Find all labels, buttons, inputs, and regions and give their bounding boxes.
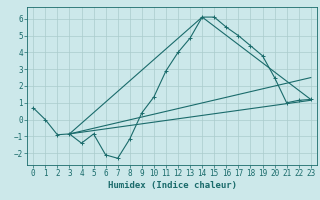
X-axis label: Humidex (Indice chaleur): Humidex (Indice chaleur) bbox=[108, 181, 236, 190]
